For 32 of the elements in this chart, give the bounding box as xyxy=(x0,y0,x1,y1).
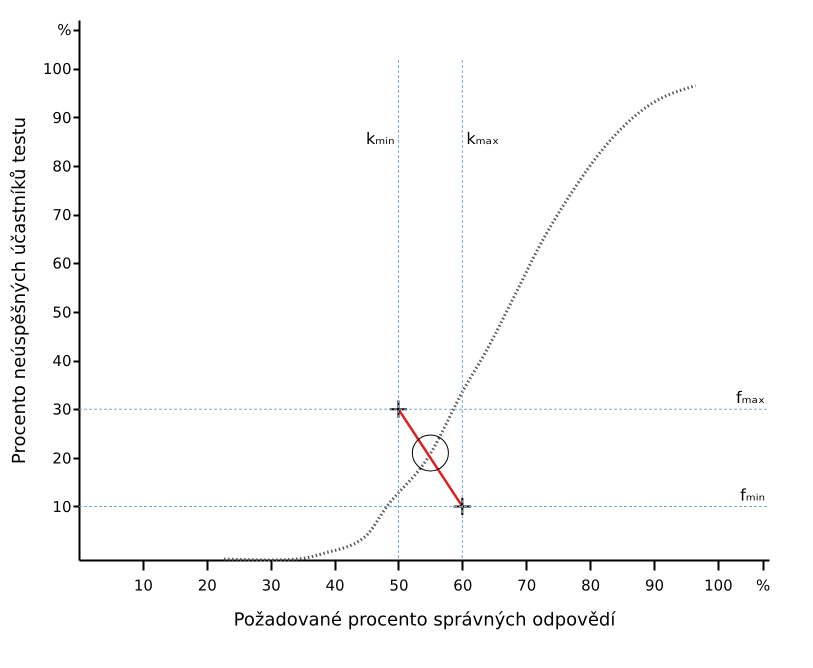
ref-line-label: kₘₐₓ xyxy=(466,128,499,148)
x-tick-label: 100 xyxy=(704,576,733,594)
y-tick-label: 60 xyxy=(52,254,72,273)
x-tick-label: 30 xyxy=(262,576,281,594)
y-tick-label: 50 xyxy=(52,303,72,322)
y-tick-label: 30 xyxy=(52,400,72,419)
ref-line-label: fₘᵢₙ xyxy=(740,485,765,504)
y-axis-title: Procento neúspěšných účastníků testu xyxy=(8,116,30,464)
x-tick-label: % xyxy=(756,576,770,594)
point xyxy=(388,400,408,419)
x-tick-label: 90 xyxy=(644,576,664,594)
x-tick-label: 80 xyxy=(581,576,600,594)
x-axis-title: Požadované procento správných odpovědí xyxy=(234,610,616,630)
y-tick-label: 40 xyxy=(52,352,72,370)
x-tick-label: 20 xyxy=(198,576,217,594)
x-tick-label: 40 xyxy=(326,576,345,594)
y-tick-label: 10 xyxy=(52,498,72,516)
y-tick-label: 90 xyxy=(52,108,72,127)
y-tick-label: 70 xyxy=(52,206,72,224)
x-tick-label: 60 xyxy=(453,576,472,594)
y-tick-label: 20 xyxy=(52,449,72,468)
x-tick-label: 70 xyxy=(517,576,536,594)
x-tick-label: 50 xyxy=(389,576,408,594)
point xyxy=(452,496,472,516)
y-tick-label: 100 xyxy=(42,60,72,78)
ref-line-label: kₘᵢₙ xyxy=(366,128,394,148)
y-tick-label: % xyxy=(57,21,72,40)
ref-line-label: fₘₐₓ xyxy=(736,388,765,408)
x-tick-label: 10 xyxy=(134,576,153,594)
line-series xyxy=(222,84,698,562)
y-tick-label: 80 xyxy=(52,157,72,176)
point xyxy=(412,434,449,472)
